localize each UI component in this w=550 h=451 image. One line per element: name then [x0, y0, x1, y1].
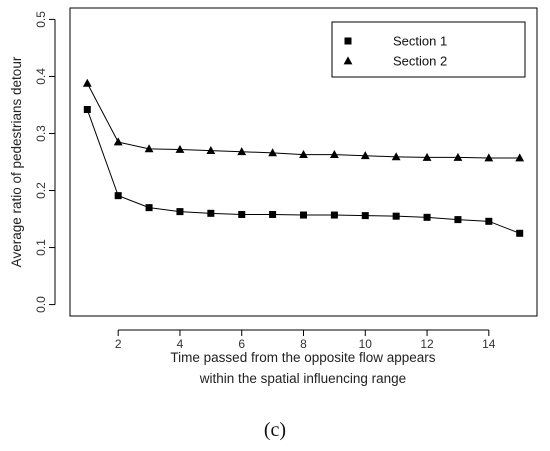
x-tick-label: 4: [177, 337, 184, 351]
y-tick-label: 0.1: [34, 239, 48, 256]
series-section-2: [82, 78, 525, 162]
data-point-section-1: [423, 213, 431, 221]
data-point-section-1: [300, 211, 307, 219]
legend-marker-section-2: [343, 56, 353, 65]
data-point-section-2: [113, 137, 123, 146]
data-point-section-1: [269, 210, 277, 218]
y-tick-label: 0.2: [34, 182, 48, 199]
legend-marker-section-1: [344, 37, 352, 45]
figure-caption: (c): [264, 419, 286, 441]
data-point-section-1: [485, 217, 493, 225]
x-tick-label: 12: [420, 337, 434, 351]
data-point-section-2: [82, 78, 92, 87]
data-point-section-2: [484, 153, 494, 162]
x-axis-title-line2: within the spatial influencing range: [199, 371, 406, 386]
legend-box: [331, 21, 526, 78]
data-point-section-2: [360, 151, 370, 160]
x-tick-label: 6: [238, 337, 245, 351]
y-tick-label: 0.3: [34, 125, 48, 142]
plot-box: [69, 7, 538, 317]
y-tick-label: 0.4: [34, 68, 48, 85]
legend-label-section-2: Section 2: [393, 54, 447, 69]
data-point-section-1: [516, 229, 524, 237]
y-axis: 0.0 0.1 0.2 0.3 0.4 0.5: [34, 11, 56, 313]
x-axis-title-line1: Time passed from the opposite flow appea…: [170, 350, 435, 365]
y-axis-title: Average ratio of pedestrians detour: [9, 56, 24, 267]
data-point-section-2: [237, 147, 247, 156]
data-point-section-2: [515, 153, 525, 162]
x-tick-label: 8: [300, 337, 307, 351]
series-group: [82, 78, 525, 237]
x-axis: 2 4 6 8 10 12 14: [115, 329, 496, 351]
data-point-section-1: [361, 212, 369, 220]
data-point-section-1: [330, 211, 338, 219]
series-section-1: [83, 106, 524, 237]
legend: Section 1 Section 2: [331, 21, 526, 78]
legend-label-section-1: Section 1: [393, 34, 447, 49]
data-point-section-1: [238, 210, 246, 218]
data-point-section-2: [268, 148, 278, 157]
data-point-section-2: [329, 149, 339, 158]
series-line-section-2: [86, 83, 520, 159]
x-tick-label: 2: [115, 337, 122, 351]
data-point-section-2: [422, 152, 432, 161]
data-point-section-1: [114, 192, 122, 200]
y-tick-label: 0.5: [34, 11, 48, 28]
x-tick-label: 10: [359, 337, 373, 351]
data-point-section-1: [145, 204, 153, 212]
data-point-section-2: [206, 145, 216, 154]
data-point-section-2: [453, 152, 463, 161]
data-point-section-1: [207, 209, 215, 217]
data-point-section-2: [175, 144, 185, 153]
data-point-section-1: [392, 212, 400, 220]
x-tick-label: 14: [482, 337, 496, 351]
y-tick-label: 0.0: [34, 296, 48, 313]
data-point-section-2: [144, 144, 154, 153]
data-point-section-1: [454, 216, 462, 224]
data-point-section-2: [299, 149, 308, 158]
legend-items: Section 1 Section 2: [343, 34, 447, 69]
data-point-section-2: [391, 152, 401, 161]
data-point-section-1: [83, 106, 91, 114]
data-point-section-1: [176, 208, 184, 216]
